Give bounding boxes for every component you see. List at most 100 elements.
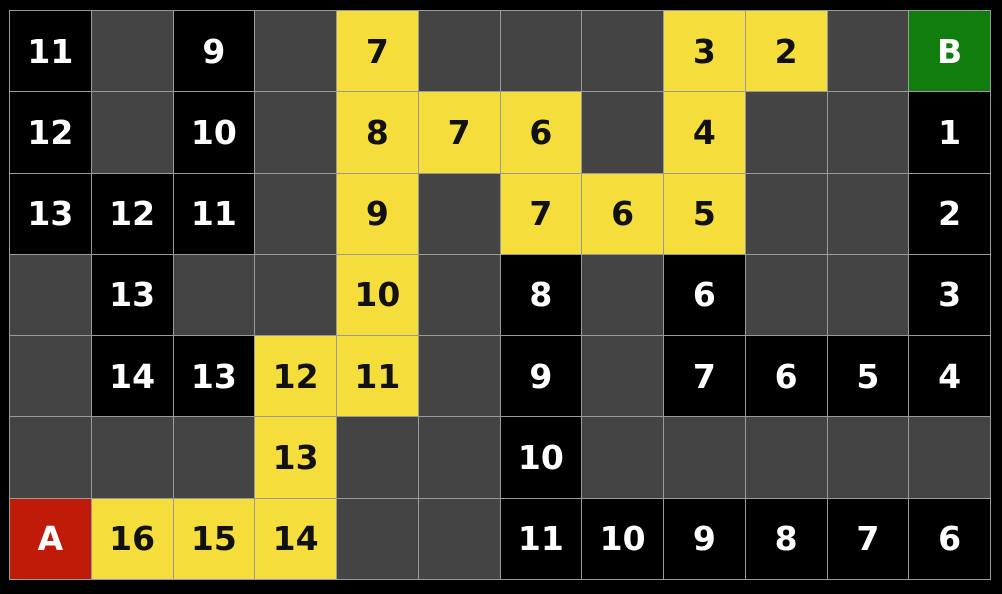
cell-label: 10 — [517, 438, 564, 478]
grid-cell[interactable]: 6 — [664, 254, 745, 336]
grid-cell[interactable] — [909, 417, 990, 498]
grid-cell[interactable] — [418, 11, 500, 92]
cell-label: 12 — [109, 194, 156, 234]
grid-cell[interactable] — [255, 254, 336, 336]
grid-cell[interactable] — [173, 254, 255, 336]
grid-cell[interactable]: 11 — [173, 173, 255, 254]
grid-cell[interactable] — [745, 254, 827, 336]
grid-cell[interactable]: 10 — [337, 254, 418, 336]
grid-cell[interactable]: 15 — [173, 498, 255, 579]
cell-label: 7 — [856, 519, 880, 559]
grid-cell[interactable] — [500, 11, 582, 92]
grid-cell[interactable]: 9 — [500, 336, 582, 417]
grid-cell[interactable]: 5 — [664, 173, 745, 254]
grid-cell[interactable] — [337, 498, 418, 579]
grid-cell[interactable]: 6 — [500, 92, 582, 173]
grid-cell[interactable] — [827, 254, 909, 336]
cell-label: 12 — [27, 112, 74, 152]
grid-cell[interactable]: 12 — [91, 173, 173, 254]
grid-cell[interactable]: 4 — [909, 336, 990, 417]
grid-cell[interactable] — [582, 336, 663, 417]
grid-cell[interactable] — [10, 254, 91, 336]
cell-label: 13 — [190, 356, 237, 396]
grid-cell[interactable] — [10, 417, 91, 498]
grid-cell[interactable]: 14 — [91, 336, 173, 417]
grid-cell[interactable]: B — [909, 11, 990, 92]
cell-label: 10 — [599, 519, 646, 559]
grid-cell[interactable]: 12 — [255, 336, 336, 417]
grid-cell[interactable] — [418, 336, 500, 417]
grid-cell[interactable]: 2 — [909, 173, 990, 254]
grid-cell[interactable] — [827, 92, 909, 173]
grid-cell[interactable] — [418, 417, 500, 498]
grid-cell[interactable]: 7 — [664, 336, 745, 417]
cell-label: 6 — [611, 194, 635, 234]
grid-cell[interactable]: 4 — [664, 92, 745, 173]
grid-cell[interactable] — [255, 11, 336, 92]
grid-cell[interactable] — [582, 11, 663, 92]
grid-cell[interactable]: 5 — [827, 336, 909, 417]
grid-cell[interactable]: 3 — [664, 11, 745, 92]
grid-cell[interactable]: 8 — [337, 92, 418, 173]
grid-cell[interactable]: 7 — [418, 92, 500, 173]
cell-label: 7 — [365, 31, 389, 71]
grid-cell[interactable] — [10, 336, 91, 417]
cell-label: 9 — [365, 194, 389, 234]
grid-cell[interactable] — [827, 417, 909, 498]
grid-cell[interactable] — [745, 92, 827, 173]
grid-cell[interactable] — [255, 92, 336, 173]
grid-cell[interactable]: 14 — [255, 498, 336, 579]
grid-cell[interactable]: 9 — [337, 173, 418, 254]
grid-cell[interactable]: 7 — [827, 498, 909, 579]
grid-cell[interactable] — [582, 254, 663, 336]
grid-cell[interactable] — [827, 173, 909, 254]
grid-cell[interactable]: 12 — [10, 92, 91, 173]
grid-cell[interactable]: 10 — [500, 417, 582, 498]
grid-cell[interactable] — [337, 417, 418, 498]
grid-cell[interactable] — [91, 92, 173, 173]
grid-cell[interactable]: A — [10, 498, 91, 579]
grid-cell[interactable] — [255, 173, 336, 254]
grid-cell[interactable] — [582, 92, 663, 173]
grid-cell[interactable]: 2 — [745, 11, 827, 92]
grid-cell[interactable] — [91, 417, 173, 498]
grid-cell[interactable] — [91, 11, 173, 92]
grid-cell[interactable]: 6 — [909, 498, 990, 579]
grid-cell[interactable]: 11 — [10, 11, 91, 92]
grid-cell[interactable] — [745, 417, 827, 498]
grid-cell[interactable] — [582, 417, 663, 498]
grid-cell[interactable]: 10 — [582, 498, 663, 579]
grid-cell[interactable]: 11 — [337, 336, 418, 417]
grid-cell[interactable] — [418, 173, 500, 254]
grid-cell[interactable]: 13 — [10, 173, 91, 254]
grid-cell[interactable]: 9 — [664, 498, 745, 579]
cell-label: 11 — [27, 31, 74, 71]
grid-cell[interactable]: 1 — [909, 92, 990, 173]
cell-label: 12 — [272, 356, 319, 396]
grid-cell[interactable]: 6 — [745, 336, 827, 417]
grid-cell[interactable] — [418, 254, 500, 336]
grid-cell[interactable]: 13 — [173, 336, 255, 417]
grid-cell[interactable]: 7 — [500, 173, 582, 254]
grid-cell[interactable] — [745, 173, 827, 254]
grid-cell[interactable]: 9 — [173, 11, 255, 92]
grid-cell[interactable]: 10 — [173, 92, 255, 173]
grid-cell[interactable]: 13 — [91, 254, 173, 336]
grid-cell[interactable]: 6 — [582, 173, 663, 254]
grid-cell[interactable] — [173, 417, 255, 498]
grid-cell[interactable]: 3 — [909, 254, 990, 336]
grid-cell[interactable]: 13 — [255, 417, 336, 498]
cell-label: 8 — [365, 112, 389, 152]
grid-cell[interactable] — [664, 417, 745, 498]
grid-cell[interactable]: 11 — [500, 498, 582, 579]
cell-label: 13 — [272, 438, 319, 478]
grid-cell[interactable] — [827, 11, 909, 92]
grid-cell[interactable]: 16 — [91, 498, 173, 579]
cell-label: 16 — [109, 519, 156, 559]
cell-label: 2 — [938, 194, 962, 234]
grid-cell[interactable] — [418, 498, 500, 579]
grid-cell[interactable]: 8 — [500, 254, 582, 336]
grid-cell[interactable]: 8 — [745, 498, 827, 579]
grid-cell[interactable]: 7 — [337, 11, 418, 92]
